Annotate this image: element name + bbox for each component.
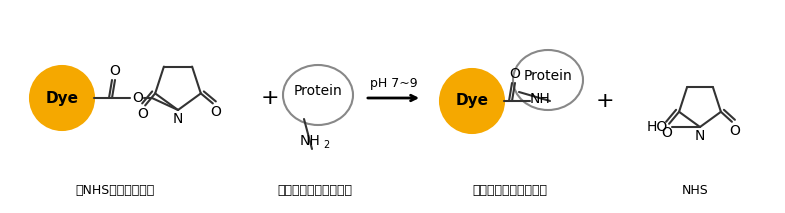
Text: O: O (133, 91, 144, 105)
Text: Protein: Protein (294, 84, 342, 98)
Text: Protein: Protein (524, 69, 572, 83)
Text: HO: HO (647, 120, 668, 134)
Text: Dye: Dye (46, 91, 78, 105)
Ellipse shape (513, 50, 583, 110)
Text: NH: NH (300, 134, 320, 148)
Text: O: O (210, 105, 221, 119)
Text: +: + (261, 88, 279, 108)
Text: 含NHS酯基团的染料: 含NHS酯基团的染料 (75, 184, 155, 197)
Text: NHS: NHS (681, 184, 708, 197)
Text: O: O (509, 67, 520, 81)
Circle shape (440, 69, 504, 133)
Circle shape (30, 66, 94, 130)
Text: 含伯胺基的蛋白或抗体: 含伯胺基的蛋白或抗体 (278, 184, 352, 197)
Text: 2: 2 (323, 140, 329, 150)
Text: Dye: Dye (455, 94, 488, 108)
Text: +: + (596, 91, 615, 111)
Text: pH 7~9: pH 7~9 (370, 78, 418, 91)
Text: NH: NH (530, 92, 550, 106)
Text: N: N (173, 112, 183, 126)
Text: O: O (137, 107, 148, 121)
Text: 含酰胺键的稳定偶联物: 含酰胺键的稳定偶联物 (473, 184, 547, 197)
Text: O: O (729, 124, 740, 138)
Text: O: O (110, 64, 120, 78)
Ellipse shape (283, 65, 353, 125)
Text: N: N (695, 129, 705, 143)
Text: O: O (662, 126, 673, 140)
